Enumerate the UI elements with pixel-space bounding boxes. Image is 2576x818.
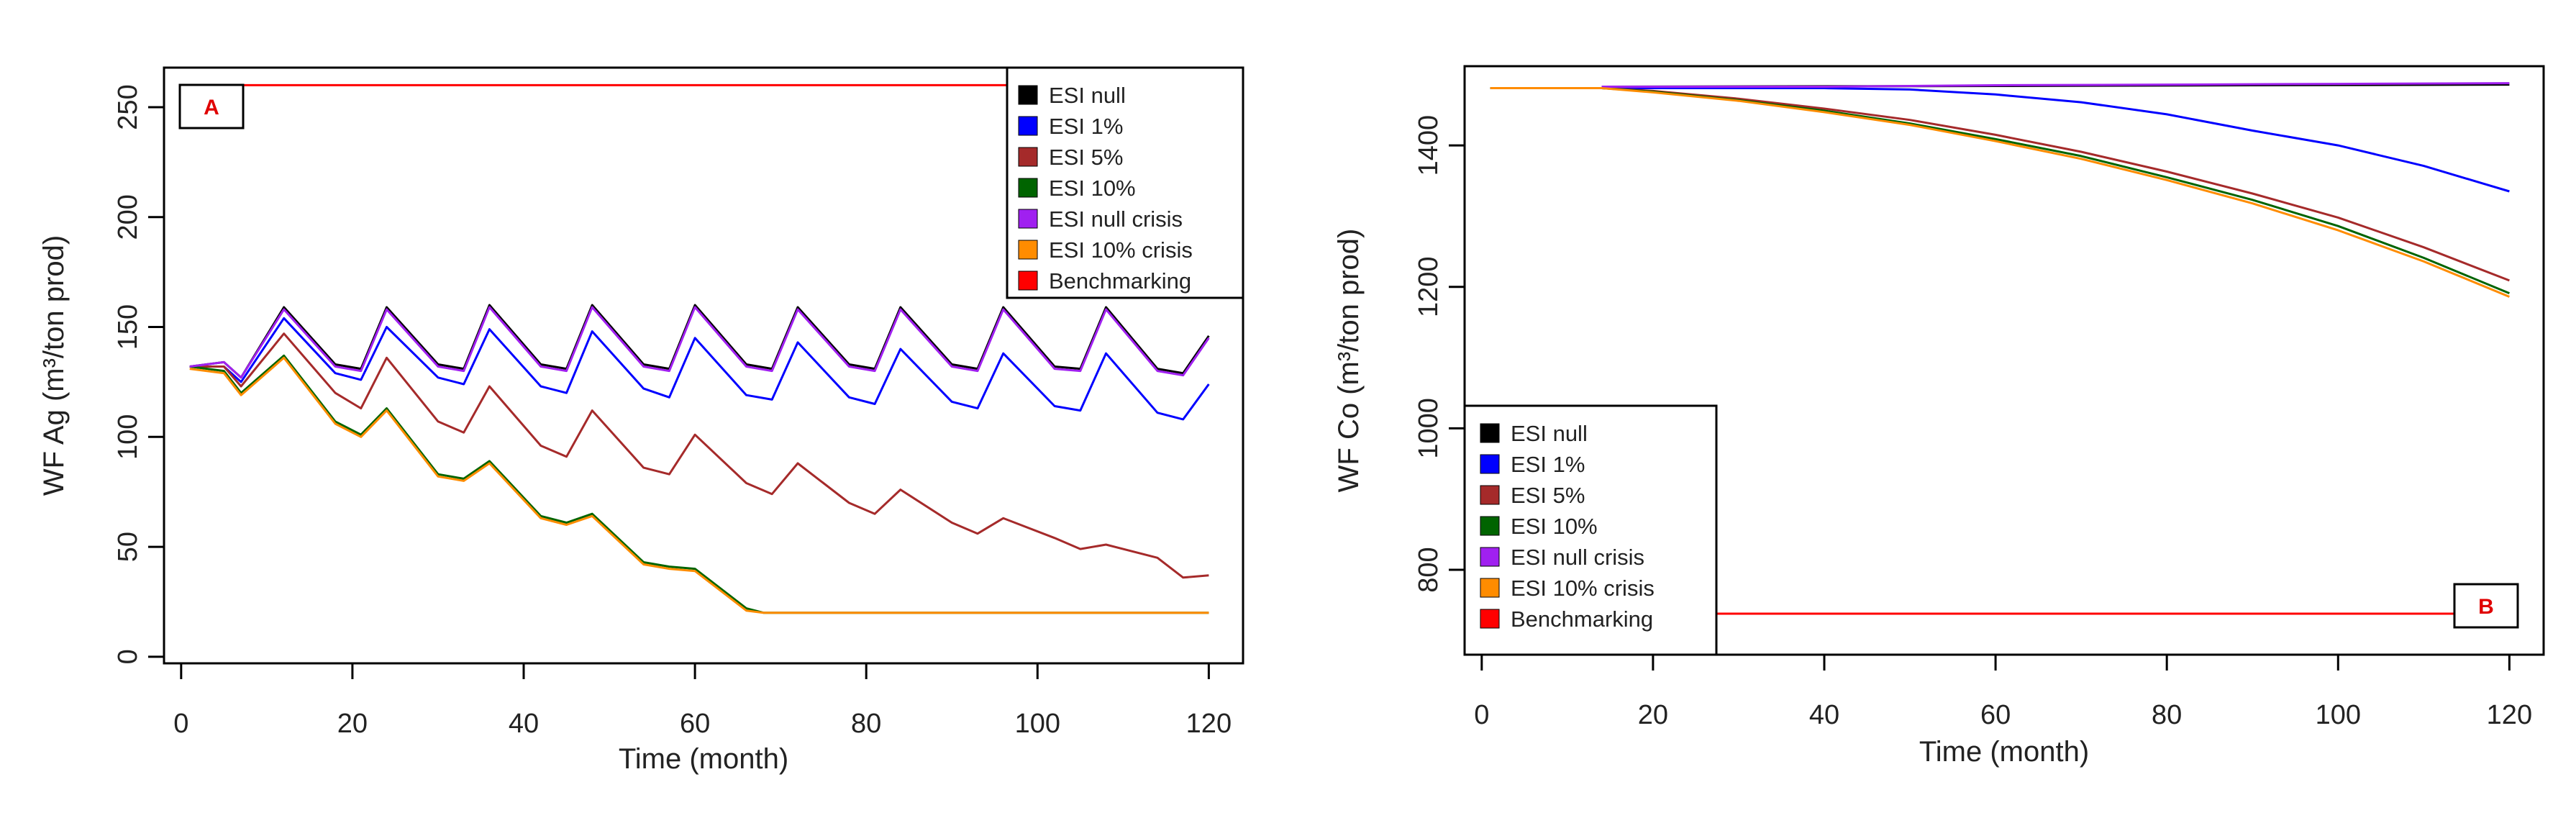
- chart-b-legend-swatch: [1480, 454, 1500, 474]
- chart-a-x-tick-label: 0: [173, 709, 188, 739]
- chart-b-legend-box: [1463, 404, 1718, 656]
- chart-a-y-axis-label: WF Ag (m³/ton prod): [38, 235, 70, 496]
- chart-a-legend-label: ESI 10% crisis: [1049, 237, 1193, 263]
- chart-a-legend: ESI null ESI 1% ESI 5% ESI 10% ESI null cris…: [1006, 66, 1244, 299]
- chart-b-legend-label: ESI 5%: [1511, 483, 1585, 508]
- chart-a-y-tick-label: 100: [113, 414, 143, 460]
- chart-a-legend-label: ESI null: [1049, 83, 1126, 108]
- chart-a-x-axis-label: Time (month): [619, 743, 788, 775]
- chart-b-x-tick-label: 0: [1474, 700, 1489, 730]
- chart-b-x-tick-label: 20: [1638, 700, 1668, 730]
- chart-b-series-esi-10pct: [1490, 87, 2510, 294]
- chart-b-x-tick-label: 40: [1809, 700, 1839, 730]
- chart-a-legend-box: [1006, 66, 1244, 299]
- chart-b-legend-label: ESI null crisis: [1511, 545, 1644, 570]
- chart-a-panel-label: A: [204, 96, 219, 119]
- chart-b-plot-frame: [1463, 65, 2545, 656]
- chart-b-legend-label: ESI 1%: [1511, 452, 1585, 477]
- chart-b-legend-swatch: [1480, 609, 1500, 629]
- chart-panel-b: 0 20 40 60 80 100 120 800 1000 1200 1400 Time (mont…: [1333, 65, 2545, 768]
- chart-b-y-tick-label: 1200: [1414, 256, 1444, 317]
- chart-b-legend: ESI null ESI 1% ESI 5% ESI 10% ESI null cris…: [1463, 404, 1718, 656]
- chart-a-legend-swatch: [1018, 209, 1038, 229]
- chart-a-legend-label: ESI null crisis: [1049, 206, 1183, 232]
- chart-a-legend-swatch: [1018, 116, 1038, 136]
- chart-a-x-tick-label: 40: [509, 709, 539, 739]
- chart-a-legend-label: ESI 5%: [1049, 145, 1123, 170]
- chart-b-series-esi-1pct: [1490, 87, 2510, 193]
- chart-a-series-esi-5pct: [189, 332, 1209, 579]
- chart-b-legend-swatch: [1480, 547, 1500, 567]
- chart-a-plot-frame: [163, 66, 1244, 665]
- chart-a-legend-swatch: [1018, 240, 1038, 260]
- chart-a-legend-label: Benchmarking: [1049, 268, 1191, 294]
- chart-b-x-axis-label: Time (month): [1919, 736, 2089, 768]
- chart-b-x-tick-label: 80: [2152, 700, 2182, 730]
- chart-b-legend-swatch: [1480, 578, 1500, 598]
- chart-b-legend-label: ESI 10% crisis: [1511, 576, 1655, 601]
- chart-b-y-tick-label: 800: [1414, 547, 1444, 592]
- chart-a-y-tick-label: 150: [113, 304, 143, 350]
- chart-b-series-esi-10pct-crisis: [1490, 87, 2510, 298]
- chart-b-legend-label: ESI 10%: [1511, 514, 1598, 539]
- chart-panel-a: 0 20 40 60 80 100 120 0 50 100 150 200 250 Time (mont…: [38, 66, 1244, 775]
- chart-b-legend-label: ESI null: [1511, 421, 1588, 446]
- chart-a-y-tick-label: 50: [113, 532, 143, 562]
- chart-b-series-esi-null-crisis: [1601, 82, 2510, 88]
- chart-a-x-tick-label: 80: [851, 709, 881, 739]
- chart-a-legend-label: ESI 1%: [1049, 114, 1123, 139]
- chart-a-series-esi-null-crisis: [189, 306, 1210, 379]
- chart-a-legend-label: ESI 10%: [1049, 176, 1136, 201]
- chart-a-x-tick-label: 60: [680, 709, 710, 739]
- chart-b-x-tick-label: 120: [2487, 700, 2532, 730]
- chart-b-series-esi-5pct: [1490, 87, 2510, 282]
- chart-a-x-tick-label: 120: [1186, 709, 1232, 739]
- chart-a-y-tick-label: 0: [113, 649, 143, 664]
- chart-a-legend-swatch: [1018, 271, 1038, 291]
- chart-b-panel-label-box: [2453, 583, 2519, 629]
- chart-a-legend-swatch: [1018, 178, 1038, 198]
- chart-a-x-tick-label: 20: [337, 709, 368, 739]
- chart-a-y-tick-label: 250: [113, 84, 143, 129]
- chart-b-legend-swatch: [1480, 423, 1500, 443]
- chart-b-x-tick-label: 60: [1980, 700, 2011, 730]
- chart-b-legend-swatch: [1480, 516, 1500, 536]
- chart-b-y-axis-label: WF Co (m³/ton prod): [1333, 229, 1365, 493]
- chart-b-y-tick-label: 1400: [1414, 115, 1444, 176]
- chart-b-x-tick-label: 100: [2316, 700, 2361, 730]
- chart-a-x-tick-label: 100: [1015, 709, 1060, 739]
- chart-a-series-esi-10pct-crisis: [189, 356, 1209, 614]
- chart-a-panel-label-box: [178, 83, 245, 129]
- chart-a-legend-swatch: [1018, 147, 1038, 167]
- chart-b-panel-label: B: [2478, 595, 2494, 619]
- chart-a-legend-swatch: [1018, 85, 1038, 105]
- chart-b-y-tick-label: 1000: [1414, 398, 1444, 459]
- chart-a-series-esi-1pct: [189, 317, 1210, 421]
- chart-a-y-tick-label: 200: [113, 194, 143, 240]
- chart-b-legend-swatch: [1480, 485, 1500, 505]
- chart-b-legend-label: Benchmarking: [1511, 606, 1653, 632]
